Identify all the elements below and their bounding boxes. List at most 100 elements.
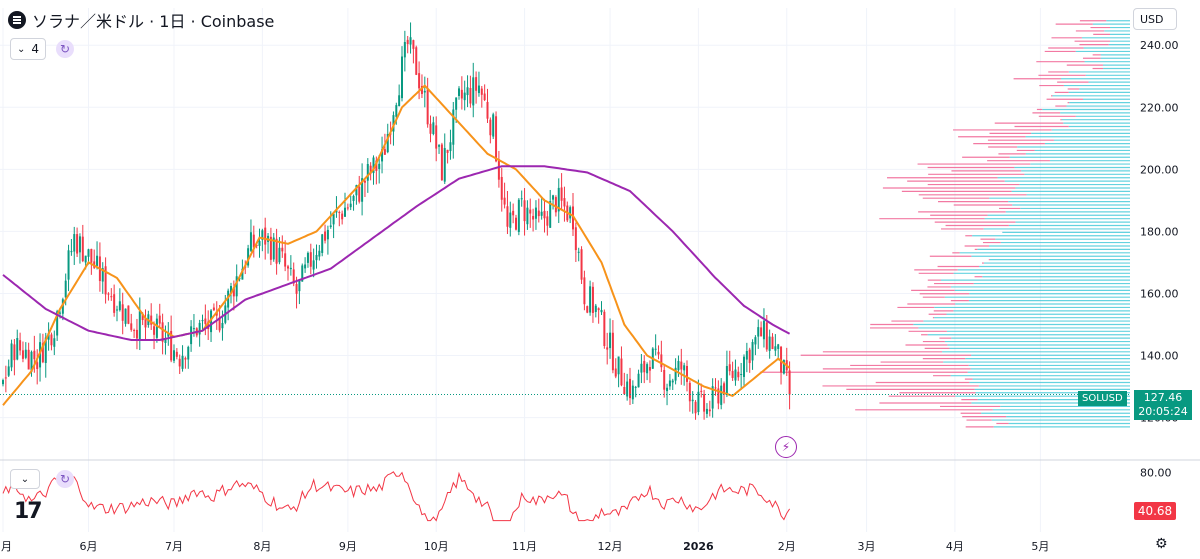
candle-body [64, 280, 67, 298]
candle-body [597, 308, 600, 311]
candle-body [691, 399, 694, 402]
candle-body [361, 178, 364, 202]
candle-body [36, 362, 39, 369]
candle-body [76, 234, 79, 254]
candle-body [372, 157, 375, 174]
candle-body [486, 101, 489, 119]
candle-body [774, 346, 777, 351]
candle-body [631, 385, 634, 400]
candle-body [218, 317, 221, 331]
candle-body [520, 198, 523, 200]
candle-body [141, 314, 144, 321]
candle-body [318, 250, 321, 257]
candle-body [363, 180, 366, 183]
candle-body [443, 148, 446, 182]
candle-body [418, 73, 421, 89]
candle-body [654, 348, 657, 350]
candle-body [426, 89, 429, 125]
candle-body [315, 254, 318, 261]
candle-body [560, 187, 563, 201]
candle-body [386, 133, 389, 153]
candle-body [477, 85, 480, 94]
candle-body [469, 88, 472, 104]
candle-body [626, 381, 629, 397]
price-tick-label: 160.00 [1140, 287, 1179, 300]
candle-body [21, 350, 24, 359]
candle-body [301, 265, 304, 282]
candle-body [261, 230, 264, 240]
candle-body [637, 373, 640, 388]
candle-body [383, 149, 386, 155]
candle-body [509, 212, 512, 228]
time-tick-label: 3月 [858, 540, 876, 553]
candle-body [241, 268, 244, 280]
candle-body [235, 276, 238, 297]
price-axis[interactable]: 120.00140.00160.00180.00200.00220.00240.… [1140, 39, 1179, 424]
rsi-collapse-button[interactable]: ⌄ [10, 469, 40, 489]
candle-body [59, 312, 61, 314]
time-axis[interactable]: 5月 6月 7月 8月 9月 10月 11月 12月 2026 2月 3月 4月 5月 [0, 540, 1049, 553]
candle-body [70, 251, 73, 253]
candle-body [130, 323, 133, 330]
ma-slow-line [2, 165, 791, 341]
candle-body [694, 401, 697, 414]
candle-body [272, 237, 275, 260]
indicator-count: 4 [31, 42, 40, 56]
candle-body [207, 321, 210, 330]
candle-body [743, 356, 745, 377]
candle-body [312, 260, 315, 270]
candle-body [714, 387, 717, 389]
candle-body [192, 328, 195, 330]
candle-body [657, 351, 660, 355]
candle-body [153, 326, 156, 335]
candle-body [321, 234, 324, 253]
candle-body [614, 368, 617, 377]
candle-body [352, 195, 355, 201]
currency-label: USD [1140, 12, 1164, 26]
candle-body [84, 255, 87, 263]
candle-body [124, 308, 127, 324]
candle-body [543, 210, 546, 219]
currency-button[interactable]: USD [1133, 8, 1177, 30]
candle-body [269, 236, 272, 260]
candle-body [138, 311, 141, 340]
indicators-toggle-button[interactable]: ⌄ 4 [10, 38, 47, 60]
price-tick-label: 200.00 [1140, 163, 1179, 176]
bar-countdown: 20:05:24 [1138, 405, 1188, 418]
candle-body [10, 343, 13, 368]
candle-body [212, 307, 215, 311]
candle-body [483, 93, 486, 100]
time-tick-label: 11月 [512, 540, 537, 553]
candle-body [517, 199, 520, 232]
candle-body [429, 123, 432, 134]
candle-body [432, 122, 435, 134]
time-tick-label: 6月 [80, 540, 98, 553]
settings-icon[interactable]: ⚙ [1155, 536, 1168, 552]
candle-body [110, 296, 113, 298]
candle-body [395, 105, 398, 117]
lightning-icon[interactable]: ⚡ [775, 436, 797, 458]
candle-body [458, 88, 460, 96]
refresh-icon[interactable]: ↻ [56, 470, 74, 488]
tradingview-logo-icon: 17 [14, 499, 43, 524]
price-tick-label: 220.00 [1140, 101, 1179, 114]
candle-body [754, 337, 757, 345]
candle-body [629, 378, 631, 399]
refresh-icon[interactable]: ↻ [56, 40, 75, 58]
time-tick-label: 5月 [1031, 540, 1049, 553]
candle-body [549, 201, 552, 228]
candle-body [7, 366, 10, 376]
candle-body [378, 163, 381, 169]
candle-body [500, 176, 503, 200]
chevron-down-icon: ⌄ [20, 473, 30, 485]
candle-body [438, 145, 441, 147]
candle-body [158, 315, 161, 324]
rsi-axis: 80.00 [1140, 467, 1172, 480]
candle-body [107, 293, 110, 295]
candle-body [349, 203, 352, 208]
candle-body [78, 236, 81, 253]
candle-body [304, 264, 307, 269]
rsi-tick-label: 80.00 [1140, 467, 1172, 480]
candle-body [116, 309, 118, 311]
